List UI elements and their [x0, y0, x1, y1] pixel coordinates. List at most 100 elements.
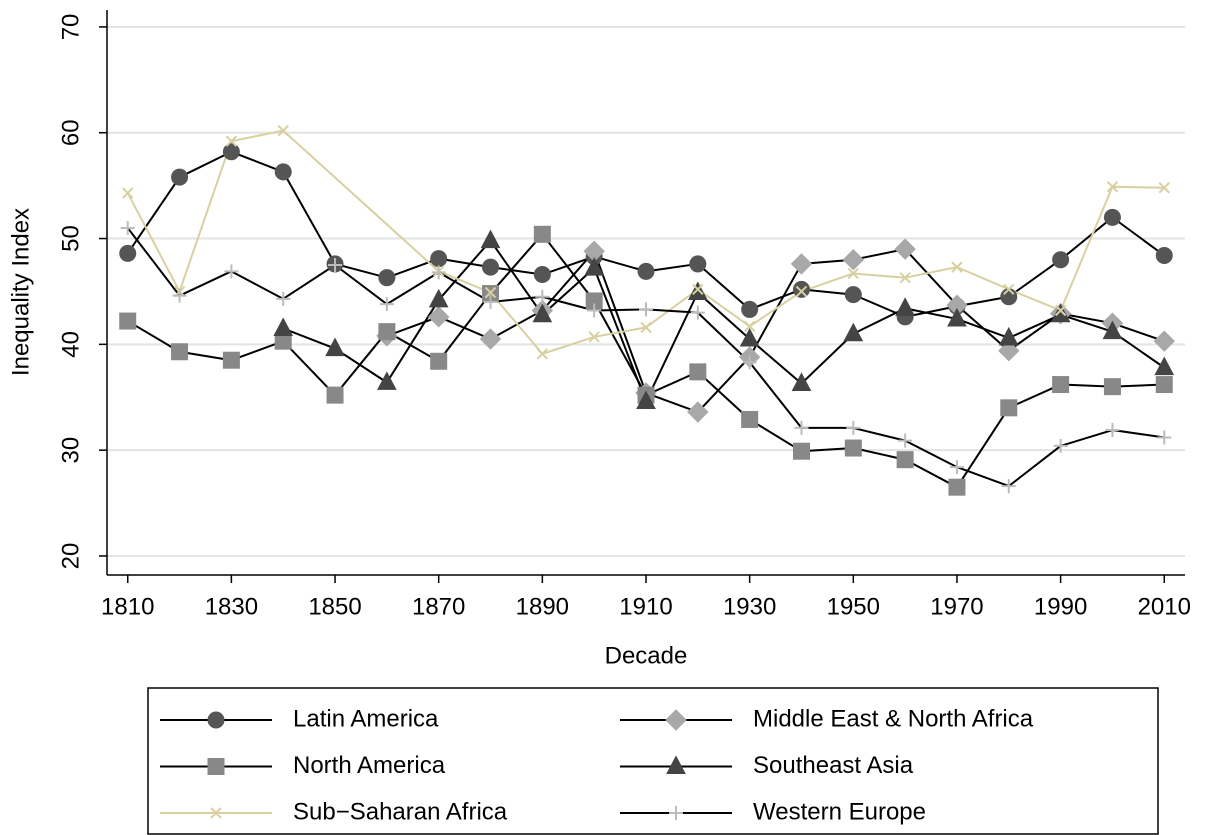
x-tick-label: 2010: [1138, 593, 1191, 620]
legend-marker: [665, 709, 687, 731]
marker: [325, 337, 345, 357]
marker: [898, 433, 913, 448]
marker: [1153, 330, 1175, 352]
marker: [379, 297, 394, 312]
legend-marker: [666, 755, 686, 774]
y-tick-label: 30: [57, 437, 84, 464]
legend-marker: [207, 758, 225, 775]
marker: [584, 257, 605, 276]
marker: [1050, 303, 1071, 323]
marker: [222, 351, 240, 369]
marker: [588, 331, 600, 343]
y-tick-label: 70: [57, 14, 84, 41]
legend-label: Western Europe: [753, 798, 926, 825]
marker: [484, 286, 497, 299]
marker: [739, 327, 760, 347]
legend-label: Middle East & North Africa: [753, 705, 1034, 732]
series-line: [386, 248, 1165, 414]
series-line: [282, 239, 1165, 403]
marker: [690, 305, 705, 320]
y-axis-title: Inequality Index: [7, 208, 34, 376]
marker: [533, 266, 551, 284]
marker: [1158, 182, 1170, 194]
marker: [377, 371, 397, 390]
marker: [533, 225, 551, 243]
marker: [1001, 479, 1016, 494]
marker: [119, 244, 137, 262]
marker: [1103, 378, 1121, 396]
legend-label: Sub−Saharan Africa: [293, 798, 508, 825]
marker: [1000, 399, 1018, 417]
marker: [899, 271, 911, 284]
marker: [1155, 246, 1173, 264]
marker: [326, 386, 344, 404]
marker: [794, 420, 809, 435]
y-tick-label: 60: [57, 119, 84, 146]
y-tick-label: 20: [57, 543, 84, 570]
legend-label: Southeast Asia: [753, 752, 914, 779]
legend-label: Latin America: [293, 705, 439, 732]
x-tick-label: 1970: [930, 593, 983, 620]
legend-marker: [207, 711, 225, 729]
marker: [378, 323, 396, 341]
marker: [998, 326, 1019, 346]
x-tick-label: 1830: [205, 593, 258, 620]
marker: [273, 317, 294, 336]
x-axis-title: Decade: [605, 642, 688, 669]
marker: [637, 262, 655, 280]
marker: [122, 187, 134, 199]
marker: [896, 451, 914, 469]
marker: [222, 143, 240, 161]
x-tick-label: 1850: [308, 593, 361, 620]
marker: [274, 163, 292, 181]
marker: [1106, 180, 1119, 193]
marker: [119, 312, 137, 330]
x-tick-label: 1990: [1034, 593, 1087, 620]
marker: [791, 372, 812, 391]
marker: [1102, 320, 1123, 340]
legend-box: [147, 687, 1159, 835]
legend-label: North America: [293, 752, 446, 779]
legend-marker: [210, 807, 222, 819]
marker: [171, 168, 189, 186]
marker: [1052, 376, 1070, 394]
marker: [894, 238, 916, 260]
marker: [1003, 283, 1015, 296]
marker: [172, 288, 187, 303]
marker: [1000, 288, 1018, 306]
marker: [743, 320, 756, 333]
legend-marker: [669, 806, 683, 820]
marker: [687, 281, 708, 300]
marker: [847, 267, 860, 280]
marker: [482, 258, 500, 276]
marker: [689, 255, 707, 273]
marker: [171, 343, 189, 361]
marker: [430, 250, 448, 268]
marker: [224, 264, 239, 279]
x-tick-label: 1910: [619, 593, 672, 620]
marker: [998, 339, 1020, 362]
marker: [949, 460, 964, 475]
marker: [689, 363, 707, 381]
x-tick-label: 1890: [516, 593, 569, 620]
marker: [225, 135, 238, 147]
marker: [1053, 438, 1068, 453]
x-tick-label: 1950: [827, 593, 880, 620]
marker: [430, 352, 448, 370]
marker: [1103, 208, 1121, 226]
marker: [431, 265, 446, 280]
marker: [742, 355, 757, 370]
marker: [120, 220, 135, 235]
marker: [741, 410, 759, 428]
x-tick-label: 1810: [101, 593, 154, 620]
marker: [277, 124, 289, 137]
marker: [479, 328, 502, 350]
marker: [636, 390, 656, 409]
marker: [843, 322, 864, 342]
marker: [741, 300, 759, 318]
marker: [1054, 304, 1067, 317]
marker: [792, 280, 810, 298]
marker: [947, 307, 967, 327]
marker: [692, 283, 704, 296]
marker: [640, 321, 652, 334]
